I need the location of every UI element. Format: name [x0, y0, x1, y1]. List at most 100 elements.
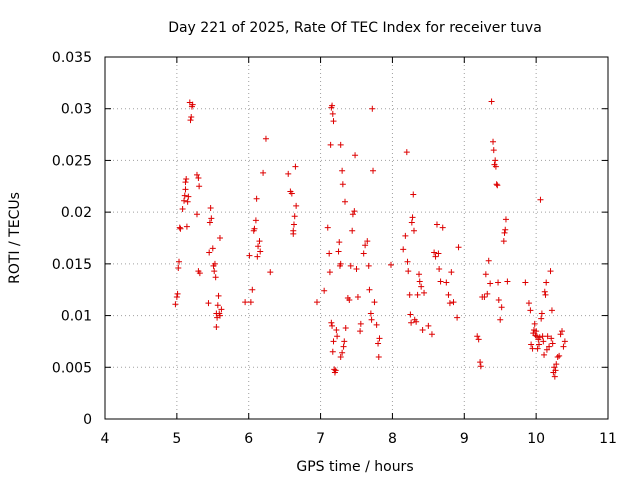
data-point	[333, 327, 340, 334]
data-point	[260, 169, 267, 176]
data-point	[525, 300, 532, 307]
data-point	[544, 333, 551, 340]
x-tick-label: 10	[527, 431, 545, 447]
data-point	[500, 238, 507, 245]
data-point	[369, 105, 376, 112]
data-point	[428, 331, 435, 338]
data-point	[211, 268, 218, 275]
data-point	[349, 211, 356, 218]
data-point	[253, 195, 260, 202]
x-tick-label: 11	[599, 431, 617, 447]
data-point	[371, 299, 378, 306]
data-point	[368, 316, 375, 323]
data-point	[560, 343, 567, 350]
data-point	[214, 302, 221, 309]
data-point	[339, 167, 346, 174]
data-point	[339, 349, 346, 356]
data-point	[347, 262, 354, 269]
grid-lines	[105, 57, 608, 419]
data-point	[340, 343, 347, 350]
data-point	[408, 219, 415, 226]
data-point	[504, 278, 511, 285]
data-point	[416, 271, 423, 278]
data-point	[324, 224, 331, 231]
data-point	[407, 311, 414, 318]
data-point	[536, 341, 543, 348]
data-point	[351, 208, 358, 215]
data-point	[490, 147, 497, 154]
x-tick-label: 5	[172, 431, 181, 447]
data-point	[548, 335, 555, 342]
data-point	[419, 327, 426, 334]
data-point	[455, 244, 462, 251]
data-point	[492, 163, 499, 170]
data-point	[211, 260, 218, 267]
data-point	[531, 320, 538, 327]
data-point	[387, 261, 394, 268]
data-point	[326, 250, 333, 257]
data-point	[172, 301, 179, 308]
data-point	[431, 249, 438, 256]
data-point	[538, 310, 545, 317]
data-point	[475, 336, 482, 343]
data-point	[336, 239, 343, 246]
data-point	[366, 286, 373, 293]
data-point	[360, 250, 367, 257]
data-point	[425, 322, 432, 329]
data-point	[181, 197, 188, 204]
axis-ticks	[104, 56, 609, 420]
data-point	[488, 98, 495, 105]
data-point	[450, 299, 457, 306]
x-tick-label: 7	[316, 431, 325, 447]
data-point	[327, 141, 334, 148]
data-point	[189, 101, 196, 108]
data-point	[546, 343, 553, 350]
data-point	[437, 278, 444, 285]
data-point	[403, 149, 410, 156]
data-point	[410, 191, 417, 198]
data-point	[494, 182, 501, 189]
data-point	[543, 279, 550, 286]
data-point	[346, 297, 353, 304]
data-point	[375, 340, 382, 347]
data-point	[549, 340, 556, 347]
x-tick-labels: 4 5 6 7 8 9 10 11	[101, 431, 617, 447]
data-point	[267, 269, 274, 276]
data-point	[182, 186, 189, 193]
data-point	[527, 307, 534, 314]
data-point	[482, 271, 489, 278]
data-point	[182, 179, 189, 186]
data-point	[538, 315, 545, 322]
data-point	[181, 192, 188, 199]
data-point	[337, 353, 344, 360]
data-point	[418, 283, 425, 290]
data-point	[400, 246, 407, 253]
data-point	[405, 268, 412, 275]
data-point	[362, 242, 369, 249]
data-point	[187, 117, 194, 124]
data-point	[495, 297, 502, 304]
data-point	[373, 321, 380, 328]
data-point	[522, 279, 529, 286]
data-point	[334, 333, 341, 340]
data-point	[539, 333, 546, 340]
data-point	[376, 335, 383, 342]
data-point	[330, 338, 337, 345]
data-point	[206, 219, 213, 226]
data-point	[209, 245, 216, 252]
data-point	[413, 318, 420, 325]
data-point	[173, 293, 180, 300]
data-point	[408, 319, 415, 326]
data-point	[353, 266, 360, 273]
data-point	[551, 373, 558, 380]
data-point	[454, 314, 461, 321]
data-point	[293, 202, 300, 209]
data-point	[484, 290, 491, 297]
data-point	[175, 264, 182, 271]
x-tick-label: 8	[388, 431, 397, 447]
data-point	[288, 190, 295, 197]
data-point	[216, 235, 223, 241]
data-point	[196, 270, 203, 277]
data-point	[329, 348, 336, 355]
